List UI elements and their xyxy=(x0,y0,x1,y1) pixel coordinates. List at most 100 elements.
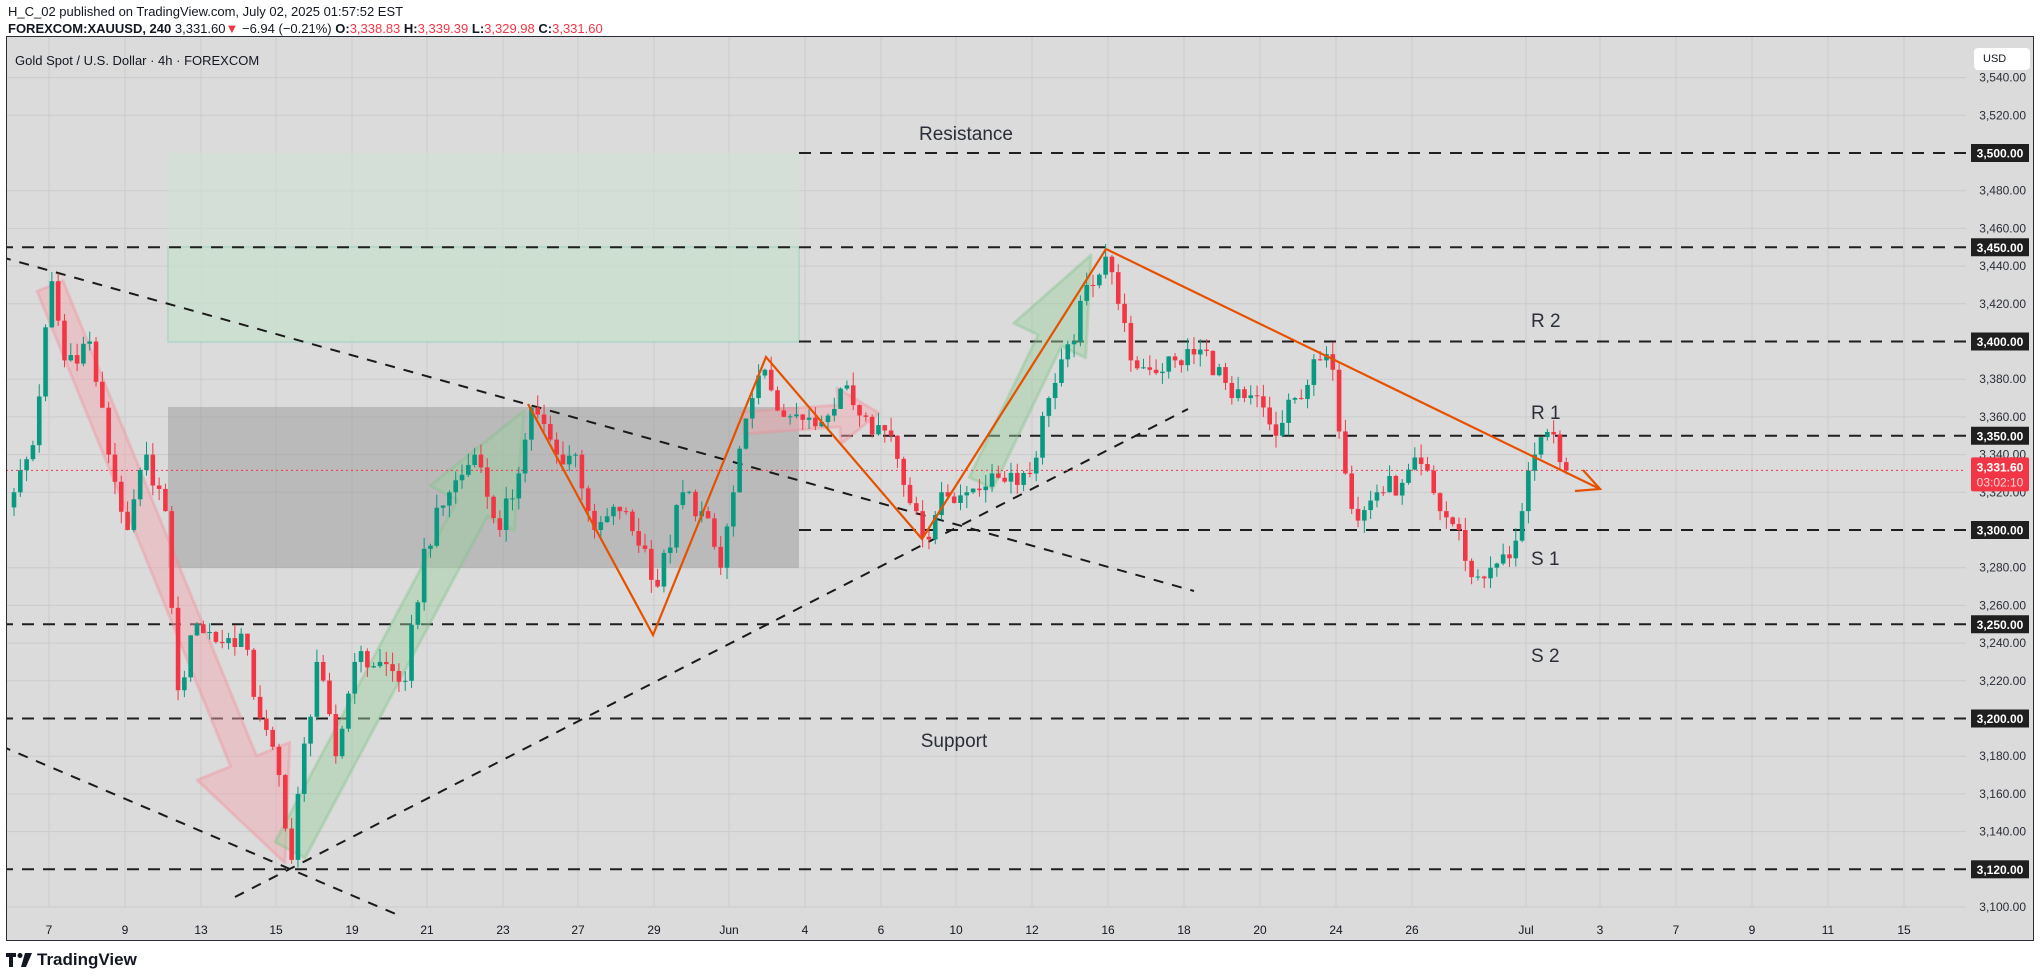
candle xyxy=(907,477,913,506)
candle xyxy=(346,690,351,732)
chart-canvas[interactable]: 7 9 13 15 19 21 23 27 29 Jun 4 6 10 12 16 18 20 24 26 Jul 3 7… xyxy=(6,36,2034,941)
candle xyxy=(415,599,421,630)
level-price-tag xyxy=(1971,615,2029,634)
trendline-ascending[interactable] xyxy=(234,408,1189,898)
candle xyxy=(1197,339,1203,367)
candle-body xyxy=(832,408,837,416)
candle xyxy=(352,652,358,705)
candle xyxy=(1273,411,1279,448)
candle xyxy=(472,447,477,468)
candle xyxy=(1463,517,1468,572)
candle xyxy=(914,496,919,516)
bullish-arrow-upper xyxy=(967,253,1093,491)
candle-body xyxy=(43,327,48,397)
candle-body xyxy=(693,491,698,517)
candle-body xyxy=(1172,356,1178,361)
candle xyxy=(535,395,541,419)
candle-body xyxy=(712,518,717,547)
candle-body xyxy=(901,458,907,485)
candle xyxy=(93,336,99,387)
candle-body xyxy=(920,511,925,537)
candle-body xyxy=(1469,560,1474,578)
candle xyxy=(1387,465,1392,493)
tradingview-logo[interactable]: TradingView xyxy=(6,950,137,970)
candle-body xyxy=(623,511,629,513)
candle xyxy=(207,623,212,640)
candle-body xyxy=(1097,274,1102,286)
candle-body xyxy=(314,661,320,717)
candle-body xyxy=(554,439,559,455)
candle-body xyxy=(1519,511,1525,541)
currency-button[interactable]: USD xyxy=(1974,48,2030,70)
candle xyxy=(901,456,907,497)
candle xyxy=(440,505,446,517)
candle-body xyxy=(333,714,339,757)
candle xyxy=(390,652,395,682)
candle-body xyxy=(1210,350,1216,376)
level-price-tag xyxy=(1971,860,2029,879)
candle-body xyxy=(396,671,402,682)
candle xyxy=(724,523,730,579)
candle-body xyxy=(301,743,307,794)
candle-body xyxy=(895,435,900,459)
chart-pane[interactable]: 7 9 13 15 19 21 23 27 29 Jun 4 6 10 12 16 18 20 24 26 Jul 3 7… xyxy=(6,36,2034,941)
candle xyxy=(1425,456,1430,472)
candle-body xyxy=(137,470,143,500)
candle xyxy=(320,654,326,683)
x-tick-label: 15 xyxy=(269,923,283,937)
candle-body xyxy=(951,496,957,503)
x-tick-label: Jul xyxy=(1518,923,1533,937)
candle xyxy=(339,725,345,759)
candle xyxy=(1488,556,1493,589)
candle xyxy=(1153,359,1159,375)
candle xyxy=(1185,338,1190,372)
candle xyxy=(131,489,137,533)
candle-body xyxy=(68,355,74,361)
candle-body xyxy=(1153,369,1159,374)
candle-body xyxy=(1406,469,1411,483)
candle xyxy=(301,737,307,802)
candle-body xyxy=(1380,492,1386,494)
candle-body xyxy=(1475,576,1481,578)
x-tick-label: 7 xyxy=(1673,923,1680,937)
bar-countdown: 03:02:10 xyxy=(1977,475,2024,489)
candle xyxy=(1513,528,1519,567)
symbol-ohlc-line: FOREXCOM:XAUUSD, 240 3,331.60▼ −6.94 (−0… xyxy=(8,21,603,36)
candle-body xyxy=(1204,349,1209,351)
candle-body xyxy=(611,506,616,517)
candle xyxy=(100,371,105,409)
candle-body xyxy=(1557,434,1563,463)
trendline-descending-upper[interactable] xyxy=(6,257,1195,592)
candle-body xyxy=(503,498,509,530)
open-label: O: xyxy=(335,21,350,36)
x-tick-label: 13 xyxy=(194,923,208,937)
candle-body xyxy=(888,430,894,436)
candle-body xyxy=(1090,284,1096,286)
candle-body xyxy=(74,355,80,364)
close-value: 3,331.60 xyxy=(552,21,603,36)
candle-body xyxy=(914,503,919,512)
x-tick-label: 11 xyxy=(1822,923,1835,937)
candle-body xyxy=(958,495,963,503)
candle-body xyxy=(762,369,768,376)
candle xyxy=(371,662,376,668)
candle xyxy=(1311,354,1317,396)
x-tick-label: 19 xyxy=(345,923,359,937)
candle xyxy=(497,510,503,537)
brand-name: TradingView xyxy=(37,950,137,969)
candle-body xyxy=(510,498,515,500)
arrowhead-icon xyxy=(1574,469,1603,493)
y-tick-label: 3,420.00 xyxy=(1979,297,2026,311)
trendline-descending-lower[interactable] xyxy=(6,746,399,916)
candle-body xyxy=(1122,303,1127,324)
candle xyxy=(1109,255,1115,285)
descending-trendline-orange[interactable] xyxy=(1105,248,1601,490)
candle-body xyxy=(1507,554,1512,559)
zigzag-pattern[interactable] xyxy=(527,248,1603,638)
candle-body xyxy=(932,515,938,540)
symbol-name: FOREXCOM:XAUUSD, 240 xyxy=(8,21,172,36)
last-price: 3,331.60 xyxy=(174,21,226,36)
zigzag-line[interactable] xyxy=(527,248,1107,638)
candle xyxy=(1210,350,1216,376)
candle-body xyxy=(1494,563,1500,568)
